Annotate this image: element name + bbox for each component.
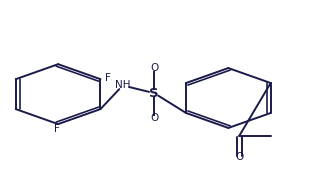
Text: O: O [235, 152, 244, 162]
Text: O: O [150, 113, 158, 123]
Text: O: O [150, 63, 158, 73]
Text: F: F [105, 73, 111, 83]
Text: NH: NH [115, 80, 130, 90]
Text: S: S [149, 87, 159, 100]
Text: F: F [54, 124, 59, 134]
